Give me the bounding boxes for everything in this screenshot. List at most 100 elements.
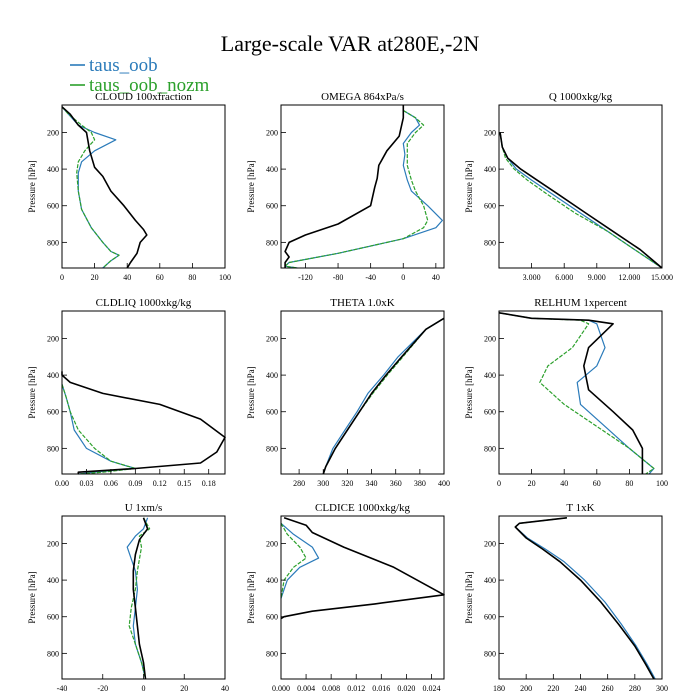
panel-3: CLDLIQ 1000xkg/kg Pressure [hPa] 200 400 600… (27, 297, 226, 488)
legend-label-taus-oob: taus_oob (89, 55, 158, 76)
x-tick-label: 380 (414, 479, 426, 488)
y-tick-label: 200 (47, 334, 59, 343)
y-tick-label: 800 (266, 238, 278, 247)
x-tick-label: 0.000 (272, 684, 290, 693)
series-line-reference (322, 317, 445, 475)
y-tick-label: 600 (266, 202, 278, 211)
x-tick-label: 300 (656, 684, 668, 693)
series-line-taus-oob-nozm (322, 317, 445, 475)
y-tick-label: 800 (47, 238, 59, 247)
y-tick-label: 400 (266, 371, 278, 380)
y-tick-label: 800 (266, 444, 278, 453)
series-line-taus-oob-nozm (284, 109, 429, 269)
x-tick-label: 400 (438, 479, 450, 488)
series-line-taus-oob-nozm (61, 106, 120, 269)
y-axis-label: Pressure [hPa] (246, 571, 256, 623)
series-line-taus-oob-nozm (61, 384, 136, 475)
x-tick-label: 60 (156, 273, 164, 282)
x-tick-label: -40 (365, 273, 376, 282)
x-tick-label: 0.012 (347, 684, 365, 693)
y-axis-label: Pressure [hPa] (464, 160, 474, 212)
x-tick-label: 0.06 (104, 479, 118, 488)
x-tick-label: 300 (317, 479, 329, 488)
panel-title: CLDICE 1000xkg/kg (315, 502, 411, 514)
series-line-reference (132, 517, 149, 680)
y-axis-label: Pressure [hPa] (246, 366, 256, 418)
x-tick-label: 40 (432, 273, 440, 282)
series-line-reference (61, 106, 148, 269)
x-tick-label: -120 (298, 273, 313, 282)
legend-label-taus-oob-nozm: taus_oob_nozm (89, 75, 210, 96)
x-tick-label: 20 (180, 684, 188, 693)
x-tick-label: 0.12 (153, 479, 167, 488)
y-tick-label: 200 (484, 128, 496, 137)
series-line-taus-oob (322, 317, 445, 475)
y-tick-label: 800 (266, 649, 278, 658)
x-tick-label: 0.008 (322, 684, 340, 693)
x-tick-label: 0.004 (297, 684, 315, 693)
y-axis-label: Pressure [hPa] (27, 571, 37, 623)
series-line-taus-oob (126, 517, 149, 680)
plot-frame (498, 104, 663, 269)
series-line-reference (499, 132, 663, 269)
x-tick-label: 180 (493, 684, 505, 693)
x-tick-label: 9.000 (588, 273, 606, 282)
y-tick-label: 200 (484, 334, 496, 343)
series-line-taus-oob-nozm (498, 312, 655, 475)
series-line-taus-oob-nozm (514, 517, 655, 680)
x-tick-label: 0.03 (79, 479, 93, 488)
panel-title: THETA 1.0xK (330, 297, 395, 309)
y-tick-label: 600 (484, 202, 496, 211)
y-tick-label: 200 (47, 539, 59, 548)
x-tick-label: 220 (547, 684, 559, 693)
x-tick-label: -40 (57, 684, 68, 693)
x-tick-label: 80 (625, 479, 633, 488)
plot-frame (280, 310, 445, 475)
x-tick-label: -20 (97, 684, 108, 693)
panel-2: Q 1000xkg/kg Pressure [hPa] 200 400 600 800 3.… (464, 91, 673, 282)
x-tick-label: 100 (219, 273, 231, 282)
y-tick-label: 400 (47, 371, 59, 380)
y-tick-label: 200 (484, 539, 496, 548)
x-tick-label: 0.15 (177, 479, 191, 488)
y-tick-label: 400 (484, 165, 496, 174)
series-line-taus-oob (280, 522, 320, 599)
x-tick-label: 40 (560, 479, 568, 488)
x-tick-label: 15.000 (651, 273, 673, 282)
x-tick-label: 0 (60, 273, 64, 282)
x-tick-label: 280 (629, 684, 641, 693)
x-tick-label: 340 (366, 479, 378, 488)
y-tick-label: 600 (484, 613, 496, 622)
series-line-reference (284, 105, 405, 268)
x-tick-label: 3.000 (523, 273, 541, 282)
series-line-taus-oob (284, 109, 443, 269)
panel-title: OMEGA 864xPa/s (321, 91, 404, 103)
series-line-taus-oob-nozm (499, 132, 663, 269)
series-line-reference (514, 517, 655, 680)
y-tick-label: 200 (47, 128, 59, 137)
y-axis-label: Pressure [hPa] (464, 571, 474, 623)
x-tick-label: 100 (656, 479, 668, 488)
y-tick-label: 400 (266, 576, 278, 585)
x-tick-label: 12.000 (618, 273, 640, 282)
panel-title: RELHUM 1xpercent (534, 297, 627, 309)
plot-frame (498, 515, 663, 680)
plot-frame (498, 310, 663, 475)
plot-frame (280, 515, 445, 680)
series-line-reference (280, 517, 445, 620)
y-tick-label: 800 (47, 444, 59, 453)
x-tick-label: 20 (528, 479, 536, 488)
series-line-taus-oob-nozm (128, 517, 151, 680)
y-tick-label: 800 (484, 649, 496, 658)
x-tick-label: 320 (341, 479, 353, 488)
x-tick-label: 0.016 (372, 684, 390, 693)
y-tick-label: 600 (47, 408, 59, 417)
y-tick-label: 200 (266, 539, 278, 548)
figure-title: Large-scale VAR at280E,-2N (221, 31, 480, 56)
x-tick-label: 20 (91, 273, 99, 282)
x-tick-label: -80 (333, 273, 344, 282)
y-tick-label: 600 (266, 613, 278, 622)
x-tick-label: 0.00 (55, 479, 69, 488)
